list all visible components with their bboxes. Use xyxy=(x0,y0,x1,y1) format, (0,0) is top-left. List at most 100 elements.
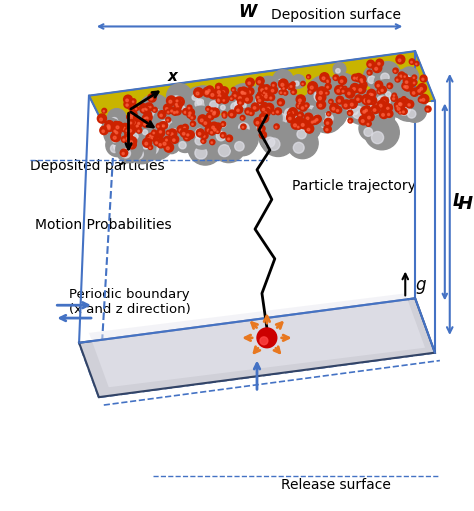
Circle shape xyxy=(125,135,135,145)
Circle shape xyxy=(343,86,347,90)
Circle shape xyxy=(301,107,304,109)
Circle shape xyxy=(182,132,185,135)
Circle shape xyxy=(121,149,130,158)
Circle shape xyxy=(269,80,283,95)
Circle shape xyxy=(394,102,400,108)
Circle shape xyxy=(296,102,302,109)
Circle shape xyxy=(378,91,380,92)
Circle shape xyxy=(259,113,269,123)
Circle shape xyxy=(144,104,151,111)
Circle shape xyxy=(163,143,166,145)
Circle shape xyxy=(127,133,129,135)
Circle shape xyxy=(135,121,155,141)
Circle shape xyxy=(396,79,398,81)
Circle shape xyxy=(208,89,210,92)
Circle shape xyxy=(210,108,215,113)
Circle shape xyxy=(362,85,364,87)
Circle shape xyxy=(164,136,170,143)
Circle shape xyxy=(201,138,206,144)
Circle shape xyxy=(172,96,181,105)
Circle shape xyxy=(126,137,129,140)
Circle shape xyxy=(403,81,413,91)
Circle shape xyxy=(141,128,173,160)
Circle shape xyxy=(284,108,295,119)
Circle shape xyxy=(149,147,151,148)
Circle shape xyxy=(110,145,118,153)
Circle shape xyxy=(166,84,192,109)
Circle shape xyxy=(310,118,316,125)
Circle shape xyxy=(401,97,406,101)
Circle shape xyxy=(106,127,112,134)
Circle shape xyxy=(308,89,313,94)
Circle shape xyxy=(314,91,325,102)
Circle shape xyxy=(115,121,146,152)
Circle shape xyxy=(154,139,161,146)
Circle shape xyxy=(137,128,142,133)
Circle shape xyxy=(275,126,277,128)
Circle shape xyxy=(294,109,317,132)
Circle shape xyxy=(299,99,301,102)
Circle shape xyxy=(333,95,341,102)
Circle shape xyxy=(292,91,294,93)
Circle shape xyxy=(231,103,240,111)
Circle shape xyxy=(356,84,366,94)
Circle shape xyxy=(403,74,407,78)
Circle shape xyxy=(379,109,388,119)
Circle shape xyxy=(268,94,274,101)
Circle shape xyxy=(252,96,256,100)
Circle shape xyxy=(289,120,291,122)
Text: Particle trajectory: Particle trajectory xyxy=(292,178,416,193)
Circle shape xyxy=(184,106,219,141)
Circle shape xyxy=(292,117,318,144)
Circle shape xyxy=(184,92,213,122)
Circle shape xyxy=(121,136,128,143)
Circle shape xyxy=(298,105,300,107)
Circle shape xyxy=(393,68,398,73)
Circle shape xyxy=(144,123,146,125)
Circle shape xyxy=(400,67,419,85)
Circle shape xyxy=(368,72,370,74)
Circle shape xyxy=(113,136,116,139)
Circle shape xyxy=(235,99,246,110)
Circle shape xyxy=(335,77,336,79)
Circle shape xyxy=(188,131,222,165)
Circle shape xyxy=(102,108,107,113)
Circle shape xyxy=(353,87,358,92)
Circle shape xyxy=(103,110,105,112)
Polygon shape xyxy=(89,51,435,145)
Circle shape xyxy=(355,74,363,82)
Circle shape xyxy=(179,100,181,101)
Circle shape xyxy=(166,130,171,135)
Circle shape xyxy=(161,122,168,129)
Circle shape xyxy=(322,77,325,80)
Circle shape xyxy=(223,100,225,101)
Circle shape xyxy=(381,89,383,91)
Circle shape xyxy=(168,129,177,137)
Circle shape xyxy=(111,118,118,124)
Circle shape xyxy=(129,126,146,142)
Circle shape xyxy=(184,111,186,113)
Circle shape xyxy=(315,115,319,120)
Circle shape xyxy=(207,109,209,110)
Circle shape xyxy=(379,86,386,93)
Circle shape xyxy=(172,128,181,137)
Circle shape xyxy=(265,94,267,95)
Circle shape xyxy=(236,138,246,148)
Circle shape xyxy=(371,101,374,103)
Circle shape xyxy=(264,112,266,114)
Circle shape xyxy=(323,113,333,124)
Circle shape xyxy=(319,91,322,94)
Circle shape xyxy=(342,100,351,109)
Circle shape xyxy=(425,106,431,112)
Circle shape xyxy=(340,97,352,109)
Circle shape xyxy=(403,99,409,104)
Circle shape xyxy=(246,78,254,86)
Circle shape xyxy=(223,99,225,101)
Circle shape xyxy=(107,125,110,127)
Circle shape xyxy=(290,86,292,87)
Circle shape xyxy=(193,120,198,125)
Circle shape xyxy=(373,63,382,73)
Circle shape xyxy=(256,122,259,124)
Circle shape xyxy=(105,121,114,130)
Circle shape xyxy=(123,139,125,141)
